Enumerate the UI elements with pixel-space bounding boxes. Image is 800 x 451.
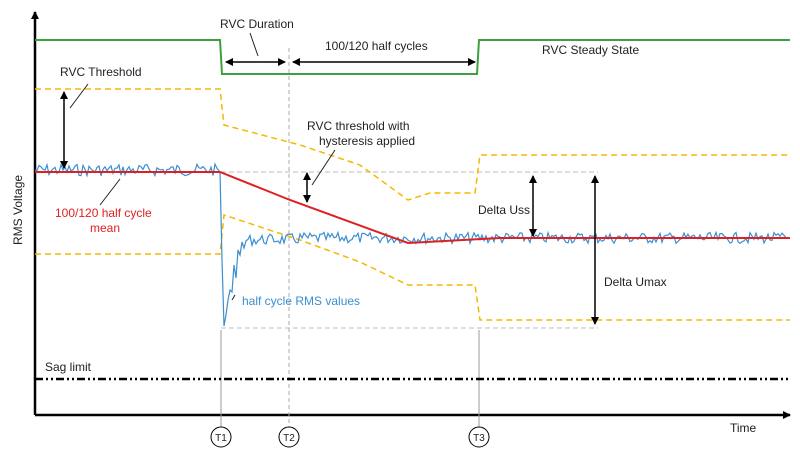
marker-t2: T2: [278, 426, 300, 448]
rms-values-label: half cycle RMS values: [242, 294, 360, 308]
half-cycles-label: 100/120 half cycles: [325, 39, 428, 53]
svg-text:T3: T3: [473, 433, 485, 444]
mean-label-line2: mean: [90, 221, 120, 235]
hysteresis-label-line1: RVC threshold with: [307, 119, 410, 133]
hysteresis-label-line2: hysteresis applied: [319, 134, 415, 148]
rms-leader: [231, 294, 236, 301]
marker-t1: T1: [210, 426, 232, 448]
steady-state-label: RVC Steady State: [542, 43, 639, 57]
rvc-duration-label: RVC Duration: [220, 17, 294, 31]
svg-text:T2: T2: [283, 433, 295, 444]
half-cycle-mean-line: [35, 171, 790, 245]
rvc-duration-leader: [249, 32, 259, 57]
half-cycle-rms-line: [34, 162, 789, 327]
y-axis-title: RMS Voltage: [11, 175, 25, 245]
rvc-threshold-leader: [69, 83, 89, 109]
sag-limit-label: Sag limit: [45, 360, 92, 374]
x-axis-title: Time: [730, 421, 757, 435]
marker-t3: T3: [468, 426, 490, 448]
delta-umax-label: Delta Umax: [604, 275, 667, 289]
mean-leader: [99, 178, 121, 206]
delta-uss-label: Delta Uss: [478, 203, 530, 217]
mean-label-line1: 100/120 half cycle: [55, 206, 152, 220]
rvc-event-signal: [35, 39, 790, 75]
rvc-threshold-label: RVC Threshold: [60, 65, 142, 79]
upper-threshold: [35, 88, 790, 201]
lower-threshold: [35, 213, 790, 321]
svg-text:T1: T1: [215, 433, 227, 444]
hysteresis-leader: [311, 149, 336, 186]
